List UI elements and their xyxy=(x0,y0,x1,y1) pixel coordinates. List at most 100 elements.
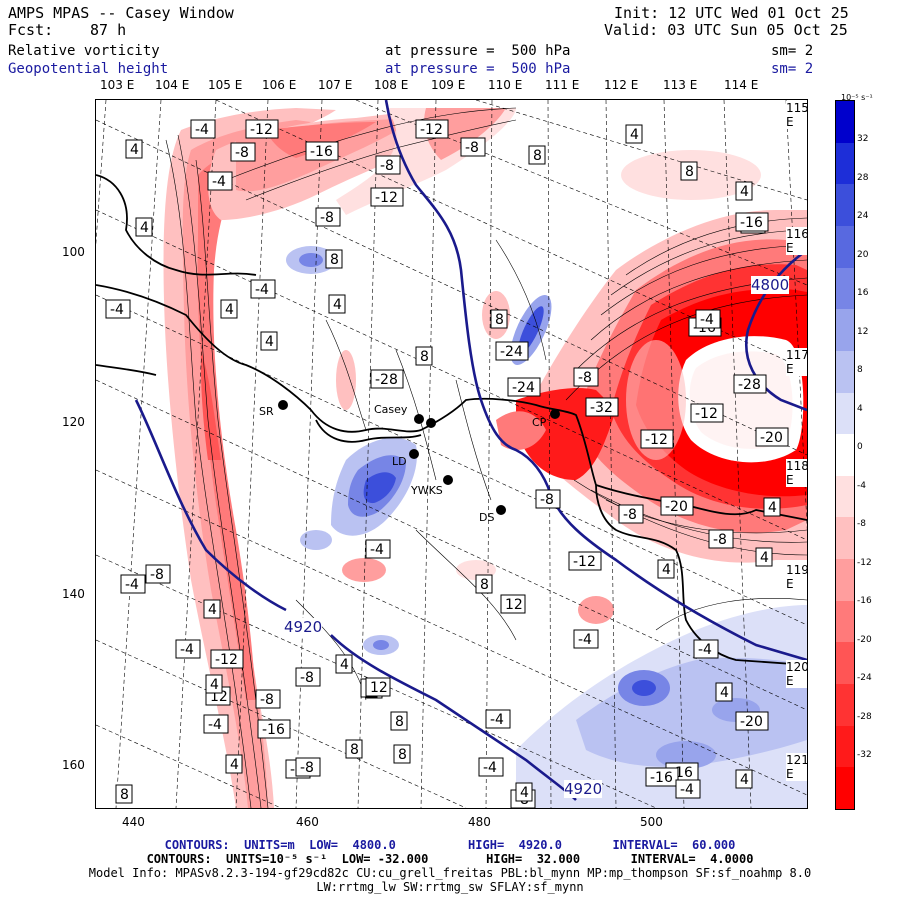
contour-label: -28 xyxy=(738,377,761,393)
contour-label: -4 xyxy=(483,760,497,776)
contour-label: -8 xyxy=(540,492,554,508)
contour-label-box xyxy=(693,639,719,659)
contour-label: 4 xyxy=(630,127,639,143)
contour-label: -12 xyxy=(573,554,596,570)
lon-label: 104 E xyxy=(155,78,190,92)
contour-label: 8 xyxy=(395,714,404,730)
contour-label: -20 xyxy=(760,430,783,446)
colorbar-tick-label: 20 xyxy=(857,249,869,260)
colorbar-swatch xyxy=(836,767,854,810)
lon-label: 113 E xyxy=(663,78,698,92)
contour-label-box xyxy=(475,574,493,594)
colorbar-tick-label: 24 xyxy=(857,211,869,221)
contour-label-box xyxy=(507,377,541,397)
field1-name: Relative vorticity xyxy=(8,43,160,59)
colorbar-swatch xyxy=(836,600,854,643)
field1-pressure: at pressure = 500 hPa xyxy=(385,43,571,59)
contour-label-box xyxy=(755,547,773,567)
contour-label: -4 xyxy=(208,717,222,733)
contour-label: -24 xyxy=(512,380,535,396)
contour-label: 4 xyxy=(760,550,769,566)
contour-label-box xyxy=(573,629,599,649)
colorbar xyxy=(835,100,855,810)
contour-label-box xyxy=(175,639,201,659)
contour-label-box xyxy=(715,682,733,702)
contour-label-box xyxy=(625,124,643,144)
contour-label-box xyxy=(328,294,346,314)
colorbar-tick-label: 28 xyxy=(857,172,869,183)
contour-label: -16 xyxy=(310,144,333,160)
init-time: Init: 12 UTC Wed 01 Oct 25 xyxy=(614,4,849,22)
contour-label-box xyxy=(295,757,321,777)
contour-label-box xyxy=(618,504,644,524)
station-label-ywks: YWKS xyxy=(411,484,443,497)
contour-label-box xyxy=(225,754,243,774)
contour-label-box xyxy=(763,497,781,517)
station-label-casey: Casey xyxy=(374,403,408,416)
lon-label: 112 E xyxy=(604,78,639,92)
contour-label-box xyxy=(675,779,701,799)
contour-label-box xyxy=(415,346,433,366)
contour-label: -16 xyxy=(262,722,285,738)
contour-label-box xyxy=(568,551,602,571)
colorbar-swatch xyxy=(836,101,854,144)
contour-label-box xyxy=(535,489,561,509)
contour-label: -16 xyxy=(650,770,673,786)
field2-pressure: at pressure = 500 hPa xyxy=(385,61,571,77)
colorbar-tick-label: -4 xyxy=(857,480,866,491)
x-tick: 480 xyxy=(468,815,491,829)
contour-label: -12 xyxy=(645,432,668,448)
footer-vorticity-contours: CONTOURS: UNITS=10⁻⁵ s⁻¹ LOW= -32.000 HI… xyxy=(146,852,754,866)
y-tick: 100 xyxy=(62,245,85,259)
contour-label-box xyxy=(370,187,404,207)
contour-label: 4 xyxy=(520,785,529,801)
contour-label-box xyxy=(500,594,526,614)
contour-label-box xyxy=(490,309,508,329)
lon-label: 105 E xyxy=(208,78,243,92)
contour-label: -4 xyxy=(180,642,194,658)
contour-label: -8 xyxy=(300,760,314,776)
contour-label: -8 xyxy=(713,532,727,548)
lon-label-right: 118 E xyxy=(786,459,808,487)
lon-label: 103 E xyxy=(100,78,135,92)
contour-label-box xyxy=(375,155,401,175)
contour-label-box xyxy=(708,529,734,549)
contour-label: -12 xyxy=(215,652,238,668)
colorbar-swatch xyxy=(836,142,854,185)
colorbar-tick-label: -12 xyxy=(857,557,872,568)
lon-label: 114 E xyxy=(724,78,759,92)
contour-label: -4 xyxy=(700,312,714,328)
lon-label-right: 117 E xyxy=(786,348,808,376)
contour-label-box xyxy=(640,429,674,449)
colorbar-tick-label: -24 xyxy=(857,673,872,683)
contour-label-box xyxy=(220,299,238,319)
colorbar-swatch xyxy=(836,725,854,768)
contour-label-box xyxy=(315,207,341,227)
colorbar-tick-label: -20 xyxy=(857,634,872,645)
contour-label-box xyxy=(255,689,281,709)
colorbar-swatch xyxy=(836,309,854,352)
height-label: 4800 xyxy=(751,276,790,294)
contour-label: -12 xyxy=(695,406,718,422)
lon-label: 109 E xyxy=(431,78,466,92)
contour-label: -4 xyxy=(370,542,384,558)
contour-label-box xyxy=(365,539,391,559)
lon-label: 108 E xyxy=(374,78,409,92)
contour-label-box xyxy=(735,769,753,789)
colorbar-tick-label: -28 xyxy=(857,711,872,722)
x-tick: 440 xyxy=(122,815,145,829)
contour-label-box xyxy=(120,574,146,594)
map-canvas: 4-4-12-12-8-44-16-8-884-12-884-4-4-1644-… xyxy=(96,100,807,808)
footer-model-info: Model Info: MPASv8.2.3-194-gf29cd82c CU:… xyxy=(88,866,812,880)
contour-label-box xyxy=(585,397,619,417)
contour-label-box xyxy=(135,217,153,237)
colorbar-swatch xyxy=(836,475,854,518)
contour-label: 8 xyxy=(480,577,489,593)
footer-height-contours: CONTOURS: UNITS=m LOW= 4800.0 HIGH= 4920… xyxy=(164,838,736,852)
contour-label-box xyxy=(190,119,216,139)
contour-label-box xyxy=(755,427,789,447)
contour-label: -4 xyxy=(698,642,712,658)
lon-label-right: 116 E xyxy=(786,227,808,255)
contour-label-box xyxy=(660,496,694,516)
contour-label: 4 xyxy=(265,334,274,350)
